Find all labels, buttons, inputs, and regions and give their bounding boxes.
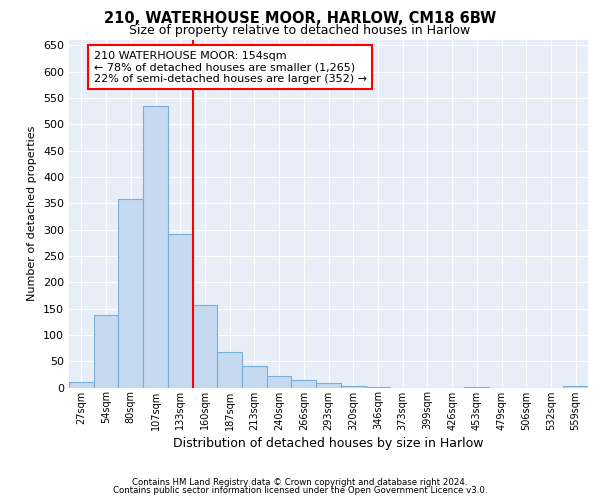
Bar: [94, 316, 118, 388]
Bar: [193, 305, 217, 388]
Bar: [464, 387, 489, 388]
Bar: [365, 387, 390, 388]
Text: Size of property relative to detached houses in Harlow: Size of property relative to detached ho…: [130, 24, 470, 37]
Bar: [316, 384, 341, 388]
Bar: [292, 380, 316, 388]
X-axis label: Distribution of detached houses by size in Harlow: Distribution of detached houses by size …: [173, 436, 484, 450]
Text: Contains HM Land Registry data © Crown copyright and database right 2024.: Contains HM Land Registry data © Crown c…: [132, 478, 468, 487]
Bar: [341, 386, 365, 388]
Text: 210, WATERHOUSE MOOR, HARLOW, CM18 6BW: 210, WATERHOUSE MOOR, HARLOW, CM18 6BW: [104, 11, 496, 26]
Bar: [267, 376, 292, 388]
Bar: [168, 234, 193, 388]
Bar: [563, 386, 588, 388]
Bar: [242, 366, 267, 388]
Bar: [143, 106, 168, 388]
Bar: [69, 382, 94, 388]
Text: 210 WATERHOUSE MOOR: 154sqm
← 78% of detached houses are smaller (1,265)
22% of : 210 WATERHOUSE MOOR: 154sqm ← 78% of det…: [94, 50, 367, 84]
Bar: [217, 352, 242, 388]
Y-axis label: Number of detached properties: Number of detached properties: [28, 126, 37, 302]
Bar: [118, 199, 143, 388]
Text: Contains public sector information licensed under the Open Government Licence v3: Contains public sector information licen…: [113, 486, 487, 495]
